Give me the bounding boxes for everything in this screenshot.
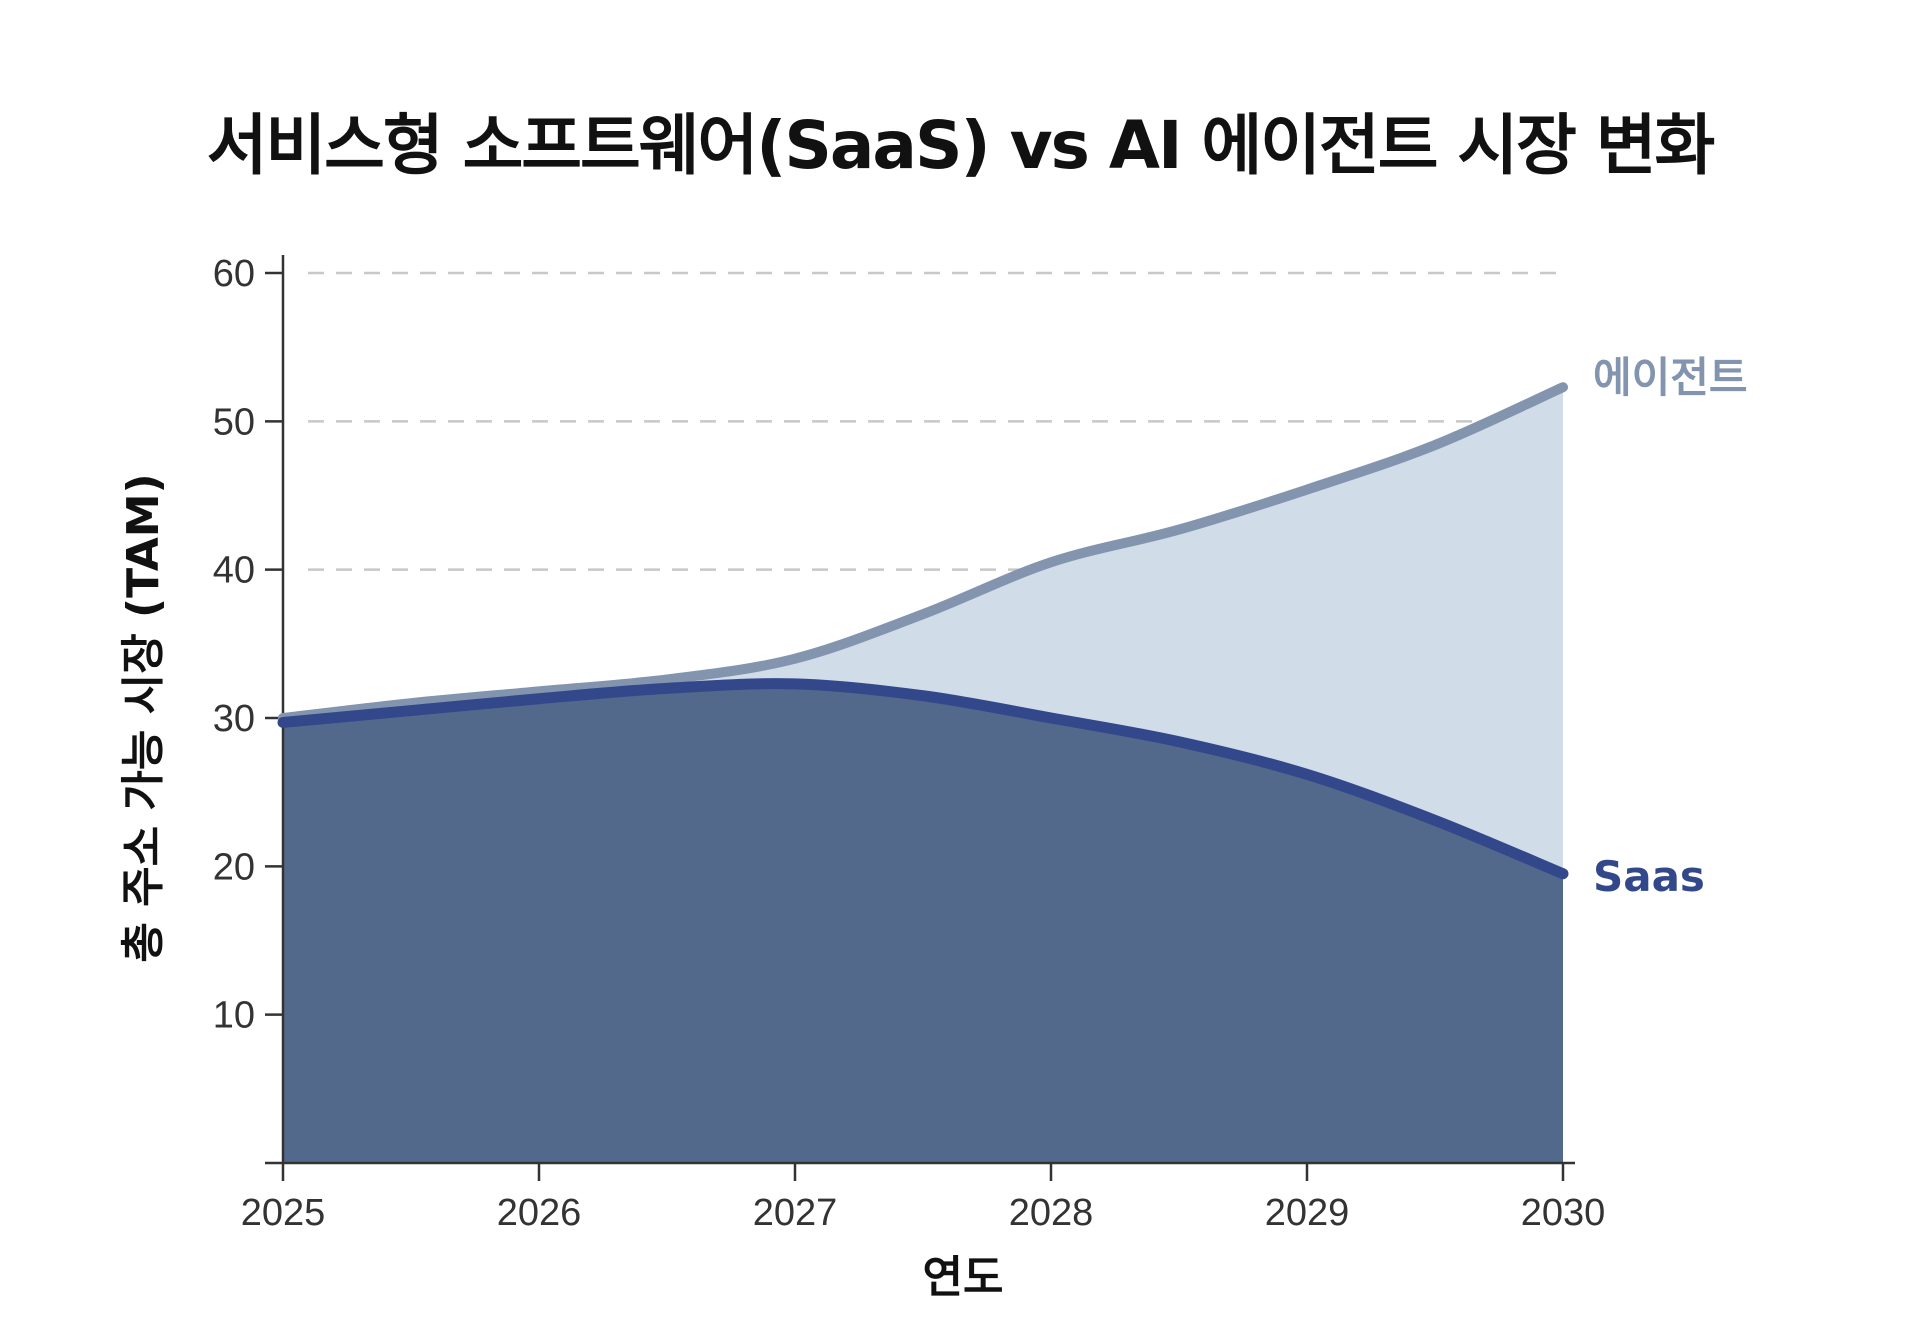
- line-agent: [278, 382, 1568, 723]
- x-tick-label: 2030: [1521, 1192, 1606, 1234]
- y-tick-label: 60: [213, 253, 255, 295]
- y-axis-label: 총 주소 가능 시장 (TAM): [118, 473, 169, 962]
- x-tick-label: 2029: [1265, 1192, 1350, 1234]
- y-tick-label: 40: [213, 550, 255, 592]
- y-tick-label: 30: [213, 698, 255, 740]
- x-tick-label: 2028: [1009, 1192, 1094, 1234]
- y-tick-label: 50: [213, 401, 255, 443]
- chart-title: 서비스형 소프트웨어(SaaS) vs AI 에이전트 시장 변화: [206, 107, 1716, 184]
- x-axis-label: 연도: [923, 1252, 1004, 1303]
- y-tick-label: 10: [213, 995, 255, 1037]
- y-tick-label: 20: [213, 846, 255, 888]
- series-label-saas: Saas: [1593, 852, 1705, 901]
- x-tick-label: 2027: [753, 1192, 838, 1234]
- x-tick-label: 2025: [241, 1192, 326, 1234]
- line-saas: [277, 678, 1569, 880]
- series-label-agent: 에이전트: [1593, 353, 1748, 402]
- area-saas: [283, 683, 1563, 1163]
- x-tick-label: 2026: [497, 1192, 582, 1234]
